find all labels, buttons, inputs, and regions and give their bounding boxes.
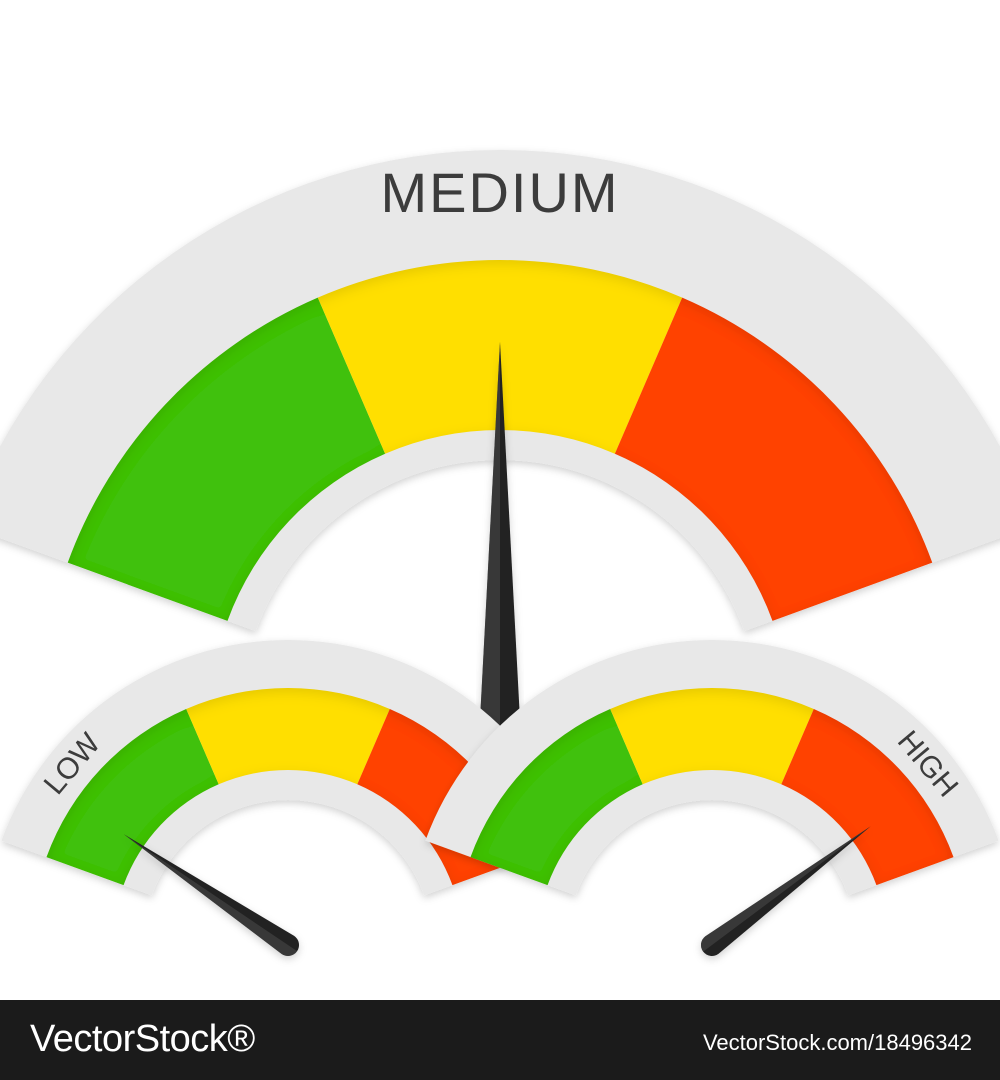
gauge-needle-highlight [123,834,298,957]
gauge-zones [67,259,933,621]
gauge-medium: MEDIUM [0,150,1000,740]
gauge-needle [701,826,871,956]
zone-yellow [610,688,814,785]
zone-red [781,709,954,886]
gauge-needle-highlight [701,826,871,952]
vectorstock-brand: VectorStock® [30,1018,255,1060]
zone-red [614,297,933,621]
zone-green [67,297,386,621]
gauge-high: HIGH [425,639,999,956]
watermark-footer: VectorStock® VectorStock.com/18496342 [0,1000,1000,1080]
gauge-illustration: MEDIUM LOW HIGH [0,150,1000,957]
zone-green [46,709,219,886]
zone-yellow [186,688,390,785]
gauge-zones [470,688,954,886]
gauges-canvas: MEDIUM LOW HIGH [0,150,1000,957]
image-id-text: VectorStock.com/18496342 [702,1030,972,1055]
gauge-needle-highlight [480,342,500,740]
zone-green [470,709,643,886]
gauge-label: MEDIUM [380,161,619,224]
